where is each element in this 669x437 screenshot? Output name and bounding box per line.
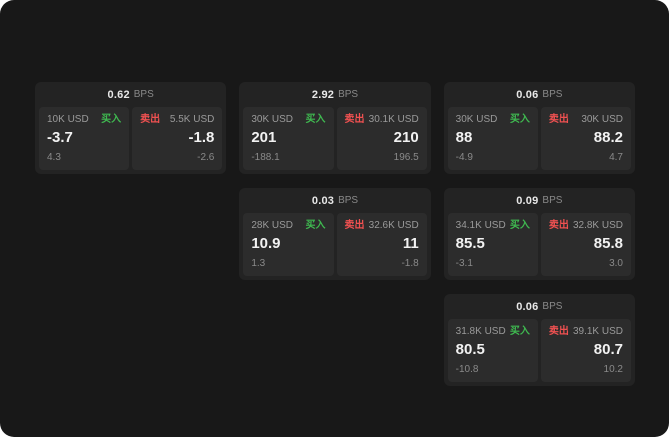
sell-side-label: 卖出 — [548, 326, 569, 337]
sell-panel[interactable]: 卖出 5.5K USD -1.8 -2.6 — [132, 107, 223, 170]
spread-header: 0.09 BPS — [448, 188, 631, 213]
sell-panel[interactable]: 卖出 39.1K USD 80.7 10.2 — [540, 319, 631, 382]
quote-card-grid: 0.62 BPS 10K USD 买入 -3.7 4.3 卖出 5.5K USD — [35, 82, 635, 386]
spread-value: 0.03 — [311, 194, 335, 207]
quote-card: 0.03 BPS 28K USD 买入 10.9 1.3 卖出 32.6K US… — [239, 188, 431, 280]
sell-delta: 3.0 — [609, 258, 623, 269]
sell-price: 11 — [402, 235, 419, 252]
buy-price: 88 — [455, 129, 473, 146]
sell-size: 30.1K USD — [368, 114, 419, 125]
spread-header: 0.06 BPS — [448, 82, 631, 107]
buy-delta: -10.8 — [455, 364, 479, 375]
sell-side-label: 卖出 — [344, 114, 365, 125]
buy-size: 30K USD — [251, 114, 294, 125]
buy-delta: 1.3 — [251, 258, 266, 269]
buy-price: 80.5 — [455, 341, 485, 358]
quote-card: 0.06 BPS 31.8K USD 买入 80.5 -10.8 卖出 39.1… — [443, 294, 635, 386]
buy-delta: -4.9 — [455, 152, 473, 163]
buy-panel[interactable]: 34.1K USD 买入 85.5 -3.1 — [447, 213, 538, 276]
sell-delta: 196.5 — [393, 152, 419, 163]
sell-size: 5.5K USD — [169, 114, 215, 125]
buy-panel[interactable]: 30K USD 买入 201 -188.1 — [243, 107, 334, 170]
buy-side-label: 买入 — [509, 114, 530, 125]
buy-panel[interactable]: 10K USD 买入 -3.7 4.3 — [39, 107, 130, 170]
spread-unit: BPS — [338, 89, 359, 100]
sell-side-label: 卖出 — [140, 114, 161, 125]
sell-panel[interactable]: 卖出 30.1K USD 210 196.5 — [336, 107, 427, 170]
sell-price: 85.8 — [593, 235, 623, 252]
spread-header: 0.62 BPS — [39, 82, 222, 107]
buy-delta: -3.1 — [455, 258, 473, 269]
buy-panel[interactable]: 28K USD 买入 10.9 1.3 — [243, 213, 334, 276]
buy-price: 85.5 — [455, 235, 485, 252]
sell-delta: 4.7 — [609, 152, 623, 163]
quote-card: 0.62 BPS 10K USD 买入 -3.7 4.3 卖出 5.5K USD — [35, 82, 227, 174]
sell-price: 80.7 — [593, 341, 623, 358]
spread-unit: BPS — [542, 301, 563, 312]
sell-panel[interactable]: 卖出 30K USD 88.2 4.7 — [540, 107, 631, 170]
buy-side-label: 买入 — [101, 114, 122, 125]
buy-side-label: 买入 — [509, 220, 530, 231]
sell-delta: -1.8 — [401, 258, 419, 269]
sell-panel[interactable]: 卖出 32.8K USD 85.8 3.0 — [540, 213, 631, 276]
spread-header: 2.92 BPS — [243, 82, 426, 107]
spread-value: 2.92 — [311, 88, 335, 101]
quote-card: 2.92 BPS 30K USD 买入 201 -188.1 卖出 30.1K … — [239, 82, 431, 174]
sell-size: 32.6K USD — [368, 220, 419, 231]
buy-size: 34.1K USD — [455, 220, 506, 231]
buy-panel[interactable]: 31.8K USD 买入 80.5 -10.8 — [447, 319, 538, 382]
buy-side-label: 买入 — [305, 114, 326, 125]
buy-side-label: 买入 — [509, 326, 530, 337]
sell-size: 39.1K USD — [572, 326, 623, 337]
spread-value: 0.06 — [516, 300, 539, 313]
spread-unit: BPS — [338, 195, 359, 206]
sell-side-label: 卖出 — [344, 220, 365, 231]
quote-card: 0.06 BPS 30K USD 买入 88 -4.9 卖出 30K USD — [443, 82, 635, 174]
spread-unit: BPS — [542, 89, 563, 100]
buy-price: -3.7 — [47, 129, 73, 146]
sell-size: 30K USD — [581, 114, 623, 125]
buy-price: 201 — [251, 129, 277, 146]
sell-delta: -2.6 — [197, 152, 215, 163]
sell-panel[interactable]: 卖出 32.6K USD 11 -1.8 — [336, 213, 427, 276]
sell-delta: 10.2 — [603, 364, 623, 375]
buy-size: 10K USD — [47, 114, 89, 125]
buy-delta: -188.1 — [251, 152, 280, 163]
sell-price: 210 — [393, 129, 419, 146]
buy-panel[interactable]: 30K USD 买入 88 -4.9 — [447, 107, 538, 170]
spread-header: 0.06 BPS — [448, 294, 631, 319]
spread-unit: BPS — [542, 195, 563, 206]
buy-side-label: 买入 — [305, 220, 326, 231]
spread-unit: BPS — [133, 89, 154, 100]
buy-size: 30K USD — [455, 114, 498, 125]
spread-value: 0.09 — [516, 194, 539, 207]
buy-price: 10.9 — [251, 235, 281, 252]
spread-header: 0.03 BPS — [243, 188, 426, 213]
sell-size: 32.8K USD — [572, 220, 623, 231]
sell-price: -1.8 — [188, 129, 215, 146]
spread-value: 0.62 — [107, 88, 130, 101]
buy-size: 31.8K USD — [455, 326, 506, 337]
sell-side-label: 卖出 — [548, 114, 569, 125]
spread-value: 0.06 — [516, 88, 539, 101]
buy-size: 28K USD — [251, 220, 294, 231]
sell-price: 88.2 — [593, 129, 623, 146]
sell-side-label: 卖出 — [548, 220, 569, 231]
buy-delta: 4.3 — [47, 152, 61, 163]
quote-card: 0.09 BPS 34.1K USD 买入 85.5 -3.1 卖出 32.8K… — [443, 188, 635, 280]
